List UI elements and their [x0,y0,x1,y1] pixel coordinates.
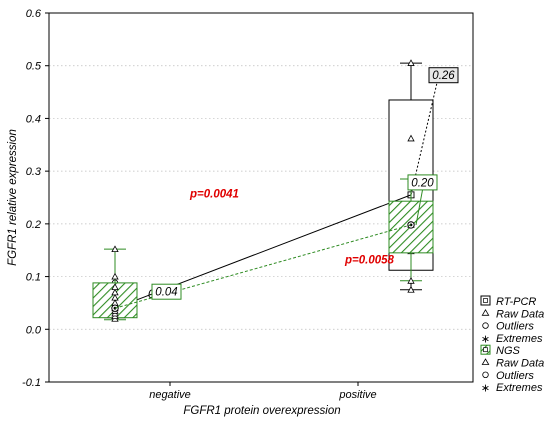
median-value-label: 0.20 [411,177,434,189]
y-tick-label: 0.4 [26,113,41,125]
legend-median-icon [483,298,488,303]
x-tick-label: negative [149,389,191,401]
median-value-box [151,283,182,300]
legend-outlier-icon [482,371,489,378]
raw-data-point [111,283,119,291]
y-tick-label: 0.2 [26,219,41,231]
raw-data-point [407,59,415,66]
median-value-label: 0.26 [432,70,455,82]
legend-raw-data-icon [481,309,490,316]
y-tick-label: 0.3 [26,166,42,178]
y-tick-label: 0.5 [26,61,42,73]
legend-outlier-icon [482,322,489,329]
y-tick-label: 0.6 [26,8,42,20]
legend-extreme-icon: ∗ [481,382,490,395]
axes: -0.1 0.0 0.1 0.2 0.3 0.4 0.5 0.6 negative positiv… [22,8,377,401]
legend-item-label: Raw Data [496,308,544,320]
raw-data-point [111,245,119,253]
raw-data-point [111,288,119,296]
median-value-label: 0.04 [155,287,177,299]
plot-frame [48,12,474,383]
legend-raw-data-icon [481,358,490,365]
legend-item-label: Extremes [496,382,543,394]
label-leader [415,189,423,226]
median-value-box [428,67,459,84]
raw-data-point [111,272,119,280]
legend-item-label: Raw Data [496,358,544,370]
raw-data-point [407,285,415,293]
raw-data-point [407,276,415,284]
legend-extreme-icon: ∗ [481,332,490,345]
legend-item-label: Outliers [496,321,534,333]
y-tick-label: 0.0 [26,324,42,336]
legend-series-label: NGS [496,345,521,357]
y-tick-label: 0.1 [26,272,41,284]
p-value-label: p=0.0058 [344,254,395,266]
legend-item-label: Outliers [496,370,534,382]
p-value-label: p=0.0041 [189,189,239,201]
x-axis-title: FGFR1 protein overexpression [183,405,340,417]
legend-median-icon [483,347,488,353]
raw-data-point [407,134,415,142]
raw-data-point [111,293,119,301]
legend-item-label: Extremes [496,333,543,345]
y-tick-label: -0.1 [22,377,41,389]
label-leader [410,82,438,195]
x-tick-label: positive [338,389,376,401]
legend-series-label: RT-PCR [496,296,536,308]
y-axis-title: FGFR1 relative expression [7,129,19,266]
